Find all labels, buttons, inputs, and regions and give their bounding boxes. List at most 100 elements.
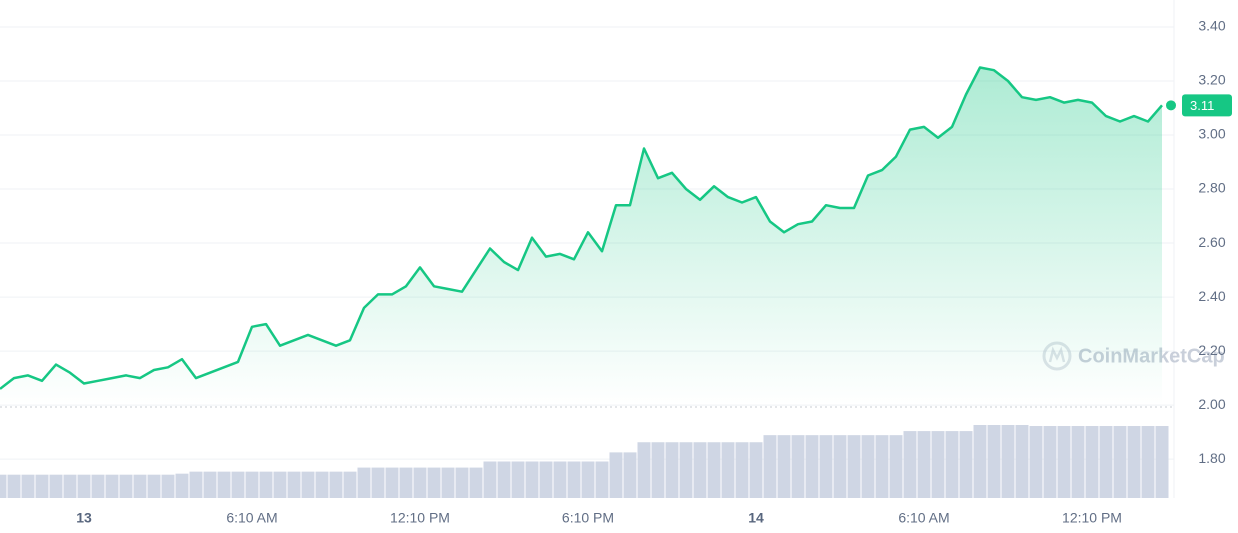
price-line [0, 66, 1163, 390]
volume-bar [1043, 426, 1057, 498]
volume-bar [217, 471, 231, 498]
x-tick-label: 6:10 PM [562, 510, 614, 526]
volume-bar [203, 471, 217, 498]
volume-bar [455, 467, 469, 498]
volume-bar [399, 467, 413, 498]
volume-bar [357, 467, 371, 498]
volume-bar [791, 435, 805, 498]
volume-bar [819, 435, 833, 498]
x-tick-label: 14 [748, 510, 764, 526]
volume-bar [959, 431, 973, 498]
y-tick-label: 1.80 [1198, 450, 1225, 466]
volume-bar [679, 442, 693, 498]
y-tick-label: 2.80 [1198, 180, 1225, 196]
volume-bar [1057, 426, 1071, 498]
volume-bar [147, 474, 161, 498]
volume-bar [189, 471, 203, 498]
volume-bar [623, 452, 637, 498]
volume-bar [553, 461, 567, 498]
y-tick-label: 3.20 [1198, 72, 1225, 88]
y-tick-label: 2.00 [1198, 396, 1225, 412]
volume-bar [1029, 426, 1043, 498]
y-tick-label: 2.20 [1198, 342, 1225, 358]
volume-bar [875, 435, 889, 498]
volume-bar [567, 461, 581, 498]
volume-bar [861, 435, 875, 498]
volume-bar [1155, 426, 1169, 498]
volume-bar [413, 467, 427, 498]
volume-bar [469, 467, 483, 498]
volume-bar [1015, 425, 1029, 498]
y-tick-label: 2.40 [1198, 288, 1225, 304]
volume-bar [917, 431, 931, 498]
volume-bar [231, 471, 245, 498]
volume-bar [847, 435, 861, 498]
volume-bar [175, 473, 189, 498]
volume-bar [749, 442, 763, 498]
volume-bar [385, 467, 399, 498]
volume-bar [497, 461, 511, 498]
volume-bar [7, 474, 21, 498]
x-tick-label: 12:10 PM [1062, 510, 1122, 526]
volume-bar [693, 442, 707, 498]
volume-bar [1141, 426, 1155, 498]
price-badge [1182, 94, 1232, 117]
volume-bar [595, 461, 609, 498]
volume-bar [91, 474, 105, 498]
volume-bar [301, 471, 315, 498]
volume-bar [315, 471, 329, 498]
last-point [1166, 100, 1176, 111]
volume-bar [1127, 426, 1141, 498]
volume-bar [49, 474, 63, 498]
volume-bar [1071, 426, 1085, 498]
price-area [0, 67, 1162, 405]
volume-bar [651, 442, 665, 498]
x-tick-label: 13 [76, 510, 92, 526]
volume-bar [35, 474, 49, 498]
volume-bar [987, 425, 1001, 498]
volume-bar [119, 474, 133, 498]
volume-bar [945, 431, 959, 498]
x-tick-label: 12:10 PM [390, 510, 450, 526]
volume-bar [259, 471, 273, 498]
volume-bar [0, 474, 7, 498]
x-tick-label: 6:10 AM [898, 510, 949, 526]
volume-bar [525, 461, 539, 498]
volume-bar [763, 435, 777, 498]
volume-bar [1113, 426, 1127, 498]
y-tick-label: 3.40 [1198, 18, 1225, 34]
volume-bar [735, 442, 749, 498]
x-tick-label: 6:10 AM [226, 510, 277, 526]
volume-bar [833, 435, 847, 498]
volume-bar [273, 471, 287, 498]
volume-bar [721, 442, 735, 498]
volume-bar [903, 431, 917, 498]
volume-bar [539, 461, 553, 498]
volume-bar [161, 474, 175, 498]
volume-bar [665, 442, 679, 498]
volume-bar [371, 467, 385, 498]
volume-bar [805, 435, 819, 498]
volume-bar [105, 474, 119, 498]
volume-bar [637, 442, 651, 498]
volume-bar [329, 471, 343, 498]
volume-bar [441, 467, 455, 498]
volume-bar [581, 461, 595, 498]
price-label: 3.11 [1190, 98, 1214, 113]
y-tick-label: 2.60 [1198, 234, 1225, 250]
volume-bar [707, 442, 721, 498]
volume-bar [133, 474, 147, 498]
volume-bar [1085, 426, 1099, 498]
volume-bar [287, 471, 301, 498]
volume-bar [77, 474, 91, 498]
volume-bar [343, 471, 357, 498]
volume-bar [245, 471, 259, 498]
volume-bar [1099, 426, 1113, 498]
volume-bar [427, 467, 441, 498]
volume-bar [973, 425, 987, 498]
volume-bar [63, 474, 77, 498]
volume-bar [21, 474, 35, 498]
volume-bar [931, 431, 945, 498]
